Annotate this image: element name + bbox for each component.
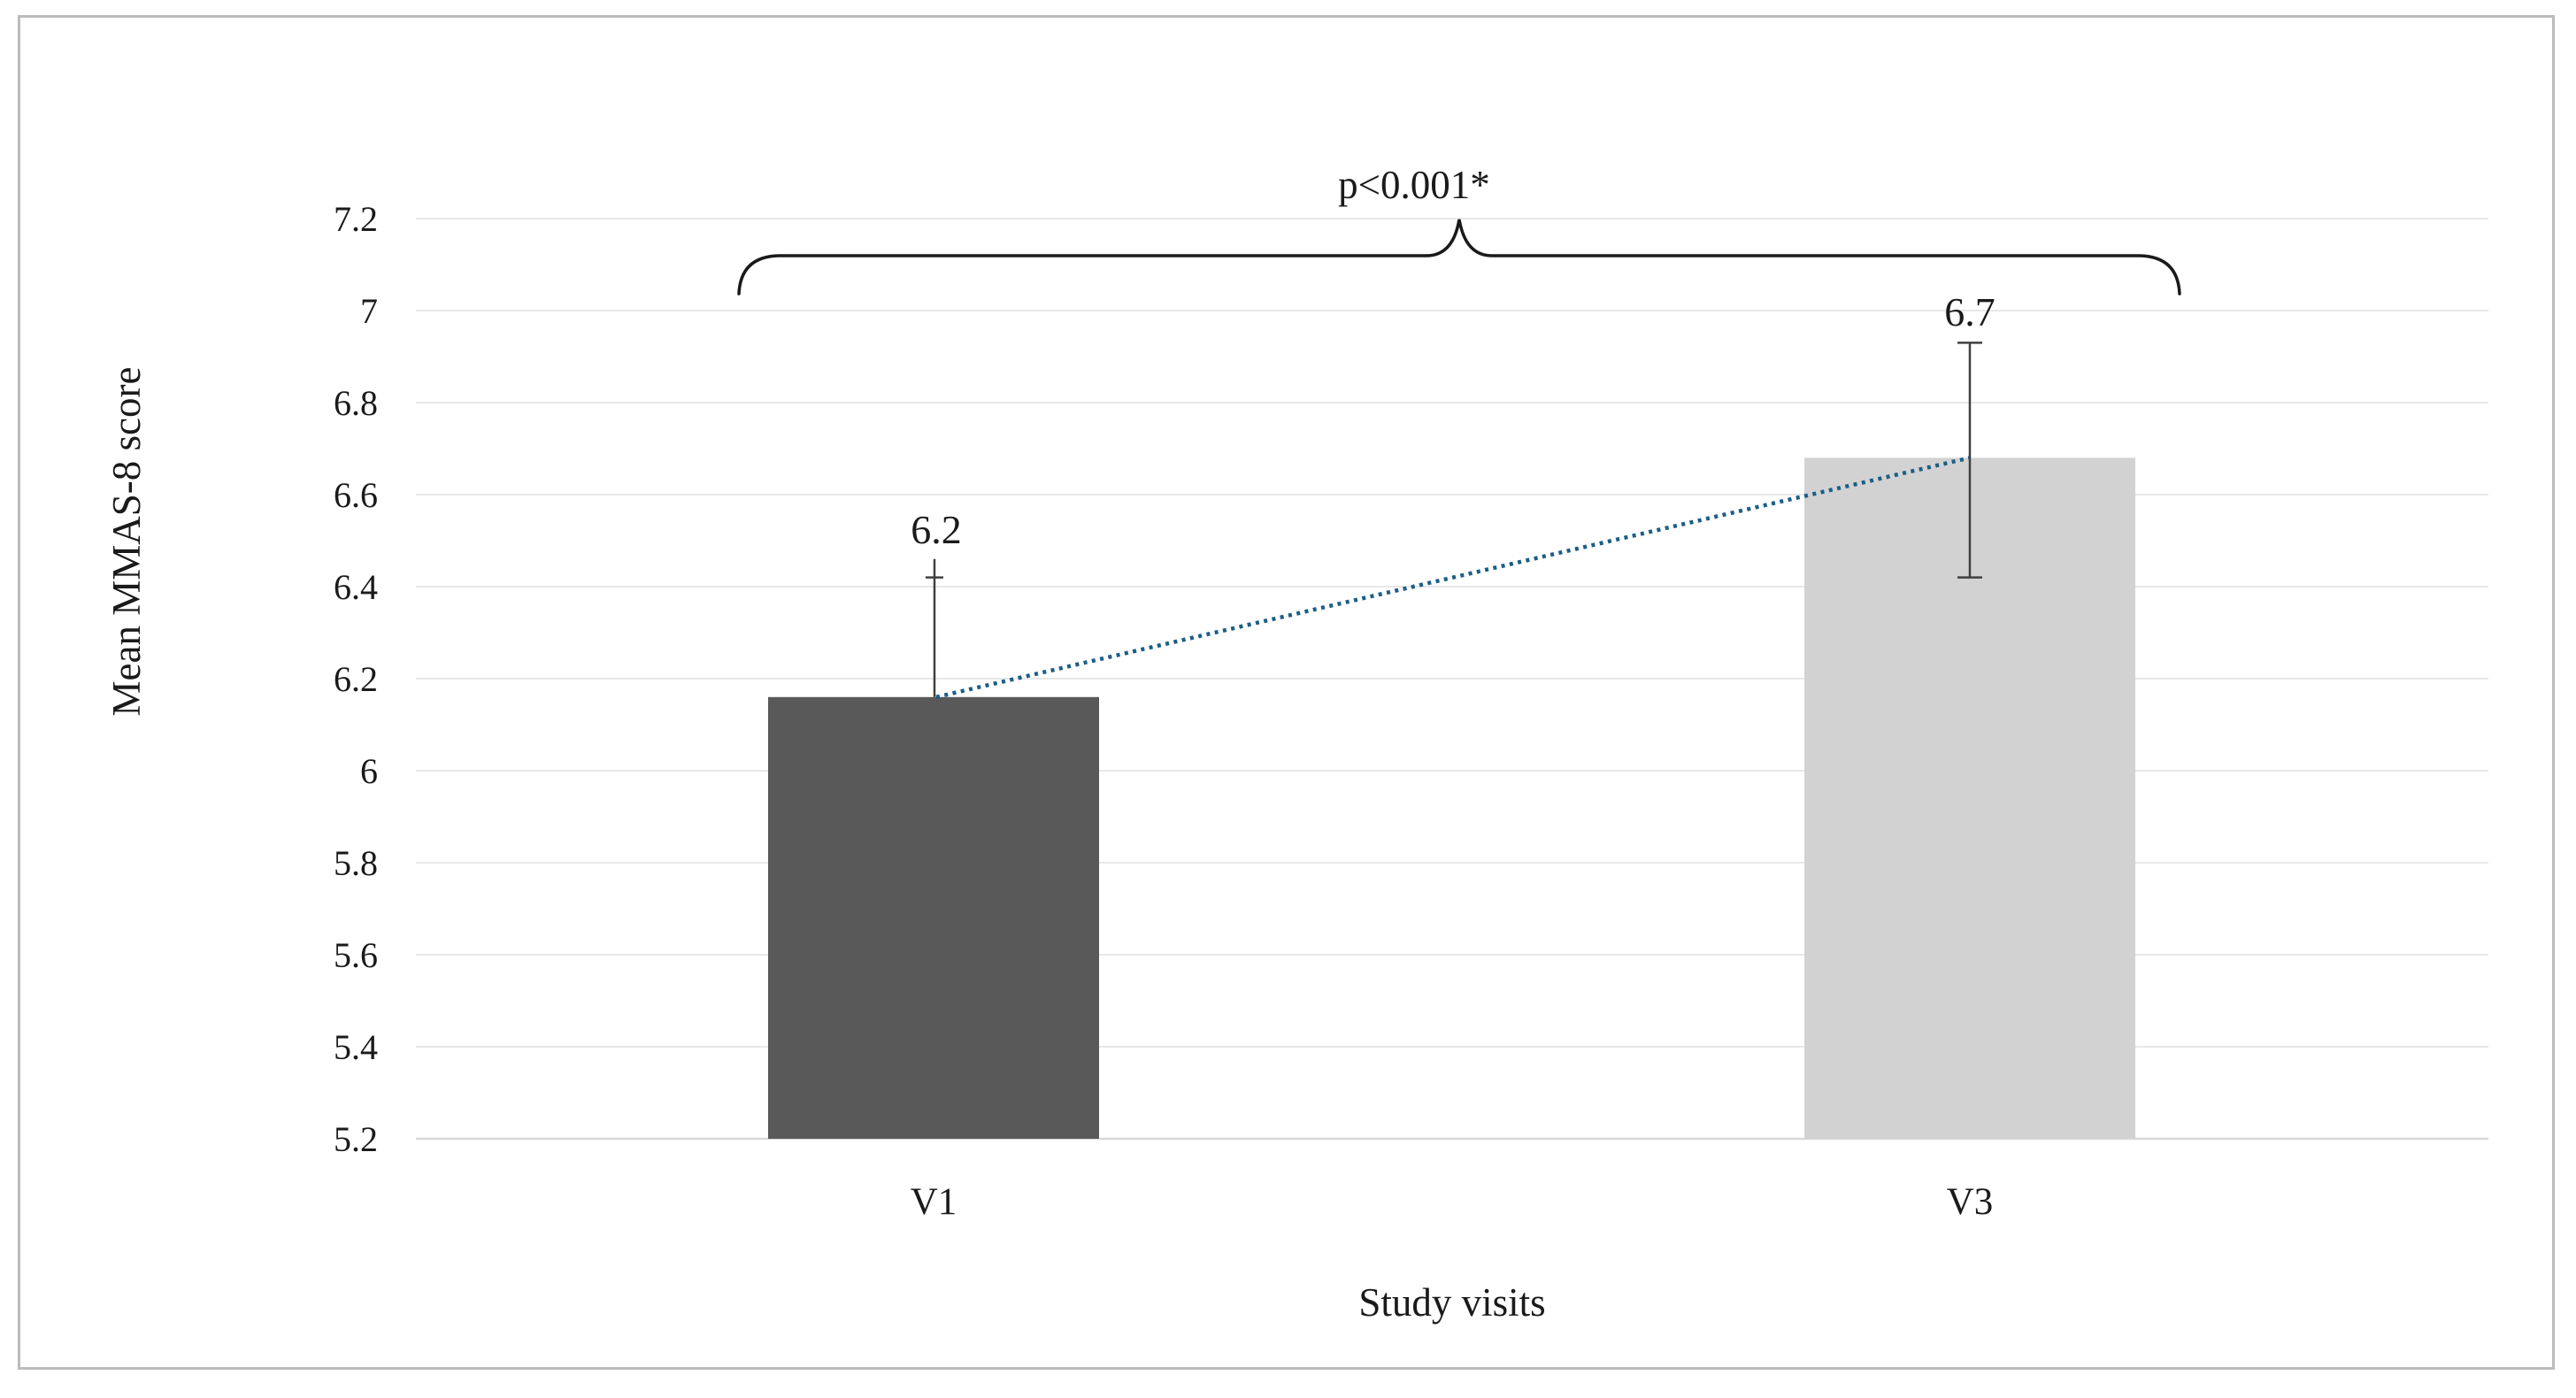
- y-tick-label: 5.4: [334, 1027, 378, 1067]
- error-bars: [926, 342, 1982, 697]
- p-value-annotation: p<0.001*: [1338, 163, 1490, 207]
- y-tick-label: 5.8: [334, 843, 378, 883]
- dotted-trend-line: [935, 456, 1971, 699]
- data-label-v3: 6.7: [1944, 289, 1995, 334]
- data-label-v1: 6.2: [911, 507, 962, 552]
- y-tick-label: 7: [360, 291, 378, 331]
- y-tick-label: 6.8: [334, 383, 378, 423]
- significance-brace: [737, 219, 2181, 296]
- curly-brace: [737, 219, 2181, 296]
- y-tick-label: 7.2: [334, 199, 378, 239]
- x-tick-label-v3: V3: [1947, 1181, 1994, 1223]
- y-axis-title: Mean MMAS-8 score: [104, 367, 149, 717]
- y-tick-label: 6.6: [334, 475, 378, 515]
- y-tick-label: 5.2: [334, 1119, 378, 1159]
- gridlines: [416, 218, 2488, 1141]
- y-tick-label: 6.4: [334, 567, 378, 607]
- bar-v1: [768, 696, 1099, 1139]
- y-axis-tick-labels: 7.2 7 6.8 6.6 6.4 6.2 6 5.8 5.6 5.4 5.2: [334, 199, 378, 1159]
- x-tick-label-v1: V1: [911, 1181, 957, 1223]
- bars: [768, 457, 2135, 1139]
- trend-dotted-line: [935, 456, 1971, 699]
- x-axis-title: Study visits: [1358, 1280, 1545, 1325]
- y-tick-label: 6.2: [334, 659, 378, 699]
- y-tick-label: 6: [360, 751, 378, 791]
- y-tick-label: 5.6: [334, 935, 378, 975]
